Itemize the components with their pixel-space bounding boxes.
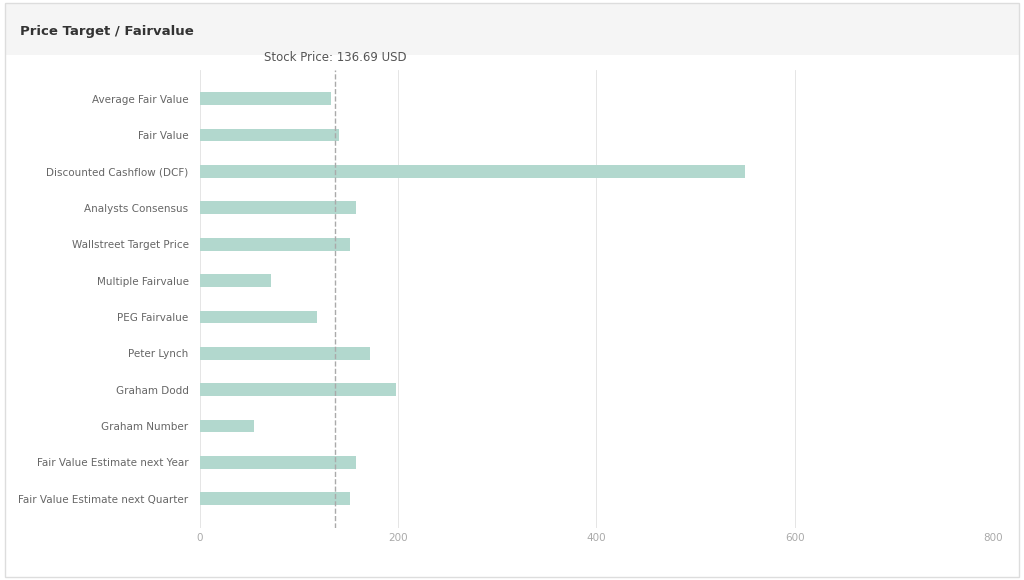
Bar	[200, 92, 331, 105]
Bar	[200, 165, 745, 178]
Bar	[200, 492, 350, 505]
Text: Stock Price: 136.69 USD: Stock Price: 136.69 USD	[264, 51, 407, 64]
Bar	[200, 274, 271, 287]
Bar	[200, 383, 396, 396]
Bar	[200, 129, 339, 142]
Bar	[200, 238, 350, 251]
Bar	[200, 456, 356, 469]
Bar	[200, 201, 356, 214]
Bar	[200, 347, 371, 360]
Text: Price Target / Fairvalue: Price Target / Fairvalue	[20, 25, 195, 38]
Bar	[200, 419, 254, 432]
Bar	[200, 310, 316, 323]
